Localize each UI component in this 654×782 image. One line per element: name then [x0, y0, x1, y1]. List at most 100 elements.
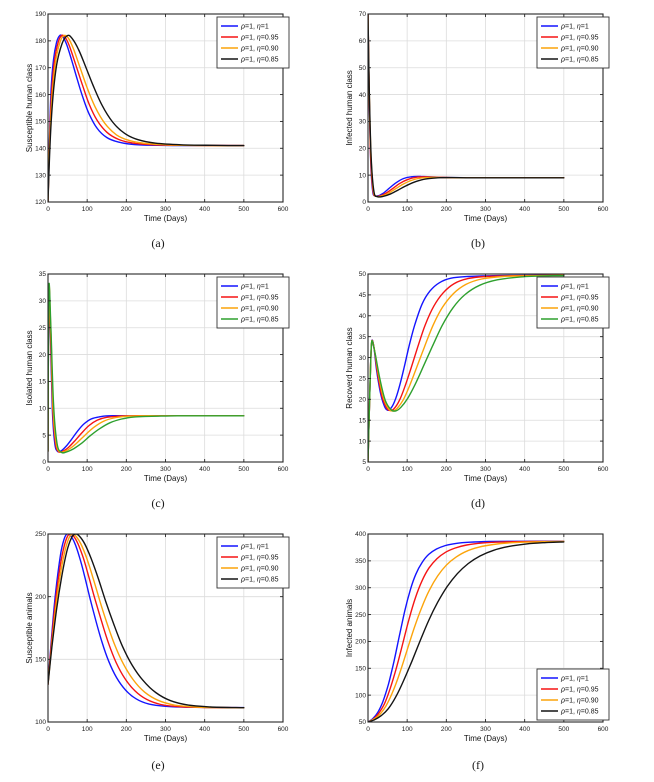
subplot-e: 0 100 200 300 400 500 600 100 150 200 250 Time (Day…: [24, 528, 324, 750]
legend-label: ρ=1, η=0.85: [240, 316, 279, 323]
series-line-0: [368, 14, 565, 197]
axes: 0 100 200 300 400 500 600 5 10 15 20 25 30 35 40 45 50: [359, 271, 609, 473]
axes: 0 100 200 300 400 500 600 120 130 140 150 160 170 180…: [35, 11, 289, 213]
x-axis-label: Time (Days): [144, 734, 188, 743]
y-axis-label: Recoverd human class: [345, 327, 354, 408]
x-tick-label: 300: [480, 726, 491, 733]
subplot-d: 0 100 200 300 400 500 600 5 10 15 20 25 30 35 40 45 50 Ti…: [344, 268, 644, 490]
subplot-caption-a: (a): [151, 236, 165, 250]
x-tick-label: 600: [278, 726, 289, 733]
legend-label: ρ=1, η=0.95: [560, 34, 599, 41]
y-tick-label: 200: [35, 594, 46, 601]
series-line-1: [48, 283, 245, 454]
x-tick-label: 300: [160, 726, 171, 733]
y-tick-label: 130: [35, 172, 46, 179]
axes: 0 100 200 300 400 500 600 50 100 150 200 250 300 350 4…: [355, 531, 609, 733]
legend-label: ρ=1, η=0.85: [240, 56, 279, 63]
y-tick-label: 60: [359, 38, 367, 45]
series-group: [368, 540, 565, 722]
x-tick-label: 200: [121, 466, 132, 473]
x-tick-label: 500: [238, 206, 249, 213]
x-tick-label: 500: [238, 466, 249, 473]
x-tick-label: 0: [46, 726, 50, 733]
legend-label: ρ=1, η=0.85: [560, 708, 599, 715]
subplot-caption-f: (f): [472, 758, 484, 772]
y-tick-label: 140: [35, 145, 46, 152]
subplot-caption-b: (b): [471, 236, 485, 250]
subplot-f: 0 100 200 300 400 500 600 50 100 150 200 250 300 350 4…: [344, 528, 644, 750]
y-tick-label: 50: [359, 271, 367, 278]
x-tick-label: 500: [238, 726, 249, 733]
axes: 0 100 200 300 400 500 600 0 5 10 15 20 25 30 35: [39, 271, 289, 473]
y-tick-label: 50: [359, 719, 367, 726]
x-tick-label: 600: [598, 726, 609, 733]
x-tick-label: 100: [82, 466, 93, 473]
series-line-1: [368, 14, 565, 198]
y-tick-label: 40: [359, 313, 367, 320]
y-tick-label: 15: [39, 379, 47, 386]
legend: ρ=1, η=1 ρ=1, η=0.95 ρ=1, η=0.90 ρ=1, η=0.8…: [536, 668, 610, 721]
legend-label: ρ=1, η=0.90: [240, 45, 279, 52]
legend: ρ=1, η=1 ρ=1, η=0.95 ρ=1, η=0.90 ρ=1, η=0.8…: [216, 16, 290, 69]
x-tick-label: 0: [366, 726, 370, 733]
legend-label: ρ=1, η=1: [240, 23, 269, 30]
legend-label: ρ=1, η=1: [240, 283, 269, 290]
legend-label: ρ=1, η=1: [560, 283, 589, 290]
chart-canvas-d: 0 100 200 300 400 500 600 5 10 15 20 25 30 35 40 45 50 Ti…: [345, 271, 610, 483]
series-line-3: [368, 14, 565, 198]
x-tick-label: 300: [160, 206, 171, 213]
y-tick-label: 350: [355, 558, 366, 565]
series-line-2: [368, 14, 565, 198]
x-tick-label: 0: [46, 206, 50, 213]
series-line-2: [48, 34, 245, 202]
subplot-caption-d: (d): [471, 496, 485, 510]
legend: ρ=1, η=1 ρ=1, η=0.95 ρ=1, η=0.90 ρ=1, η=0.8…: [536, 276, 610, 329]
x-tick-label: 200: [121, 206, 132, 213]
series-line-3: [368, 274, 565, 462]
series-line-1: [48, 34, 245, 202]
legend-label: ρ=1, η=0.95: [240, 554, 279, 561]
legend-label: ρ=1, η=0.90: [560, 697, 599, 704]
x-tick-label: 200: [121, 726, 132, 733]
x-tick-label: 500: [558, 726, 569, 733]
y-tick-label: 20: [39, 352, 47, 359]
y-tick-label: 50: [359, 65, 367, 72]
legend-label: ρ=1, η=0.90: [560, 45, 599, 52]
y-tick-label: 5: [42, 432, 46, 439]
x-axis-label: Time (Days): [464, 734, 508, 743]
series-group: [48, 534, 245, 709]
series-line-1: [368, 274, 565, 462]
x-tick-label: 300: [160, 466, 171, 473]
y-axis-label: Infected animals: [345, 599, 354, 657]
legend-label: ρ=1, η=0.95: [240, 34, 279, 41]
y-tick-label: 70: [359, 11, 367, 18]
legend-label: ρ=1, η=1: [560, 23, 589, 30]
x-tick-label: 100: [402, 466, 413, 473]
subplot-caption-c: (c): [151, 496, 165, 510]
x-tick-label: 400: [519, 206, 530, 213]
x-axis-label: Time (Days): [464, 214, 508, 223]
x-tick-label: 300: [480, 206, 491, 213]
series-line-2: [368, 540, 565, 722]
y-tick-label: 100: [35, 719, 46, 726]
y-tick-label: 5: [362, 459, 366, 466]
y-tick-label: 40: [359, 92, 367, 99]
x-tick-label: 400: [519, 726, 530, 733]
x-tick-label: 200: [441, 726, 452, 733]
subplot-b: 0 100 200 300 400 500 600 0 10 20 30 40 50 60 70 Time (…: [344, 8, 644, 230]
y-tick-label: 20: [359, 397, 367, 404]
y-tick-label: 400: [355, 531, 366, 538]
x-tick-label: 400: [199, 206, 210, 213]
y-tick-label: 200: [355, 639, 366, 646]
x-tick-label: 0: [366, 466, 370, 473]
series-line-3: [48, 534, 245, 709]
legend: ρ=1, η=1 ρ=1, η=0.95 ρ=1, η=0.90 ρ=1, η=0.8…: [216, 536, 290, 589]
y-tick-label: 20: [359, 145, 367, 152]
x-tick-label: 100: [82, 206, 93, 213]
legend-label: ρ=1, η=0.85: [240, 576, 279, 583]
series-line-0: [48, 34, 245, 202]
y-tick-label: 170: [35, 65, 46, 72]
subplot-c: 0 100 200 300 400 500 600 0 5 10 15 20 25 30 35 Time (D…: [24, 268, 324, 490]
